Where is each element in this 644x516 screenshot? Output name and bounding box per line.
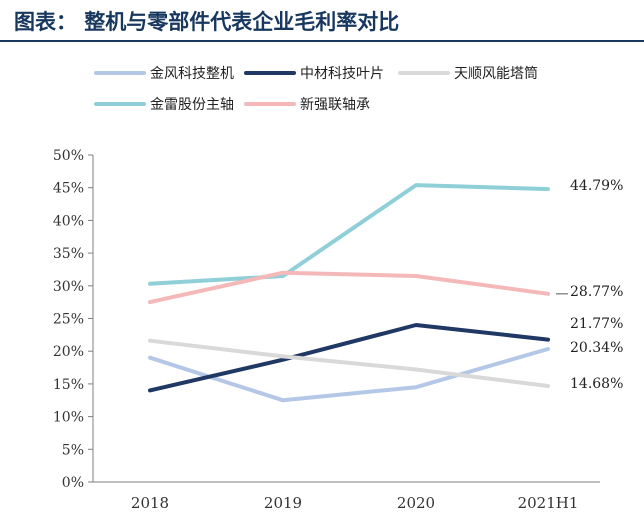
data-label: 21.77%: [570, 316, 623, 332]
y-tick-label: 20%: [53, 344, 84, 360]
legend-label: 中材科技叶片: [300, 66, 384, 82]
series-line: [148, 338, 550, 388]
series-line: [148, 323, 550, 393]
x-tick-label: 2019: [264, 494, 302, 512]
series-lines: [148, 183, 550, 403]
y-tick-label: 15%: [53, 377, 84, 393]
data-label: 44.79%: [570, 178, 623, 194]
data-label: 20.34%: [570, 340, 623, 356]
chart-title: 图表： 整机与零部件代表企业毛利率对比: [14, 10, 400, 34]
series-line: [148, 270, 550, 305]
y-tick-label: 30%: [53, 279, 84, 295]
data-label: 28.77%: [570, 284, 623, 300]
data-labels: 20.34% 21.77% 14.68% 44.79% 28.77%: [556, 178, 623, 392]
y-tick-label: 50%: [53, 148, 84, 164]
series-line: [148, 347, 550, 403]
legend-label: 新强联轴承: [300, 97, 370, 113]
x-tick-label: 2018: [131, 494, 169, 512]
y-tick-label: 45%: [53, 181, 84, 197]
x-tick-label: 2020: [397, 494, 435, 512]
legend-label: 金雷股份主轴: [150, 97, 234, 113]
series-line: [148, 183, 550, 286]
legend-label: 金风科技整机: [150, 66, 234, 82]
y-tick-label: 25%: [53, 312, 84, 328]
title-bar: 图表： 整机与零部件代表企业毛利率对比: [0, 0, 644, 42]
y-tick-label: 5%: [62, 442, 84, 458]
title-divider: [0, 40, 644, 42]
axes: 0% 5% 10% 15% 20% 25% 30% 35% 40% 45% 50% 2018 2019 2…: [53, 148, 600, 512]
x-tick-label: 2021H1: [518, 494, 579, 512]
data-label: 14.68%: [570, 376, 623, 392]
legend-label: 天顺风能塔筒: [454, 65, 538, 82]
y-tick-label: 10%: [53, 410, 84, 426]
y-tick-label: 40%: [53, 213, 84, 229]
y-tick-label: 35%: [53, 246, 84, 262]
y-tick-label: 0%: [62, 475, 84, 491]
